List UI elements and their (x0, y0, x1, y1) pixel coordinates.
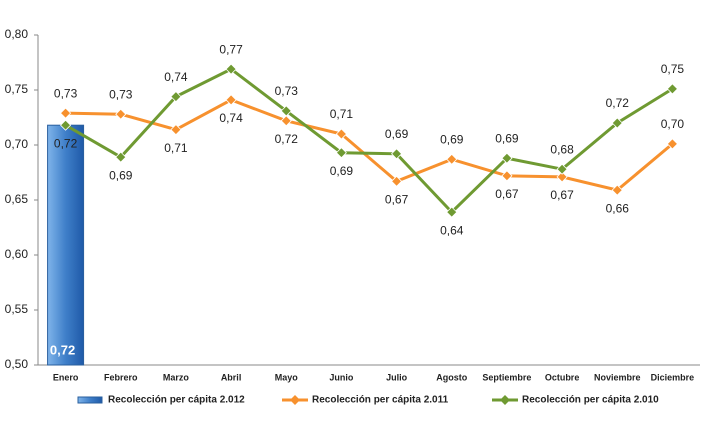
marker (225, 63, 237, 75)
marker (335, 128, 347, 140)
marker (556, 163, 568, 175)
x-tick-label: Mayo (275, 372, 299, 382)
data-label: 0,67 (495, 187, 519, 201)
legend-swatch (290, 395, 300, 405)
marker (666, 138, 678, 150)
marker (60, 119, 72, 131)
marker (666, 83, 678, 95)
data-label: 0,72 (606, 96, 630, 110)
data-label: 0,73 (109, 87, 133, 101)
data-label: 0,71 (330, 107, 354, 121)
y-tick-label: 0,55 (5, 302, 29, 316)
x-tick-label: Enero (53, 372, 79, 382)
data-label: 0,71 (164, 141, 188, 155)
data-label: 0,69 (495, 131, 519, 145)
marker (115, 108, 127, 120)
line (64, 67, 674, 215)
marker (391, 148, 403, 160)
x-tick-label: Noviembre (594, 372, 641, 382)
x-tick-label: Agosto (436, 372, 467, 382)
x-tick-label: Abril (221, 372, 242, 382)
x-tick-label: Marzo (163, 372, 190, 382)
marker (501, 170, 513, 182)
line (65, 98, 674, 192)
marker (446, 206, 458, 218)
marker (335, 147, 347, 159)
data-label: 0,73 (54, 86, 78, 100)
data-label: 0,67 (550, 188, 574, 202)
data-label: 0,74 (164, 70, 188, 84)
legend-swatch (500, 395, 510, 405)
marker (115, 151, 127, 163)
y-tick-label: 0,70 (5, 137, 29, 151)
data-label: 0,67 (385, 192, 409, 206)
y-tick-label: 0,75 (5, 82, 29, 96)
marker (225, 94, 237, 106)
legend-label: Recolección per cápita 2.012 (108, 395, 245, 406)
bar (47, 124, 85, 366)
data-label: 0,70 (661, 117, 685, 131)
marker (60, 107, 72, 119)
data-label: 0,69 (109, 168, 133, 182)
x-tick-label: Julio (386, 372, 408, 382)
legend-label: Recolección per cápita 2.011 (312, 395, 449, 406)
marker (280, 105, 292, 117)
x-tick-label: Octubre (545, 372, 580, 382)
y-tick-label: 0,80 (5, 27, 29, 41)
x-tick-label: Diciembre (651, 372, 695, 382)
marker (170, 91, 182, 103)
y-tick-label: 0,65 (5, 192, 29, 206)
data-label: 0,75 (661, 62, 685, 76)
data-label: 0,77 (219, 42, 243, 56)
x-tick-label: Febrero (104, 372, 138, 382)
marker (611, 117, 623, 129)
data-label: 0,74 (219, 111, 243, 125)
x-tick-label: Septiembre (482, 372, 531, 382)
data-label: 0,72 (275, 132, 299, 146)
data-label: 0,68 (550, 142, 574, 156)
marker (556, 171, 568, 183)
data-label: 0,72 (54, 136, 78, 150)
marker (446, 153, 458, 165)
legend-swatch (77, 396, 103, 404)
data-label: 0,72 (50, 342, 75, 357)
legend-label: Recolección per cápita 2.010 (522, 395, 659, 406)
data-label: 0,69 (330, 164, 354, 178)
marker (611, 184, 623, 196)
marker (170, 124, 182, 136)
marker (501, 152, 513, 164)
data-label: 0,64 (440, 223, 464, 237)
y-tick-label: 0,50 (5, 357, 29, 371)
data-label: 0,69 (385, 127, 409, 141)
data-label: 0,66 (606, 201, 630, 215)
data-label: 0,73 (275, 84, 299, 98)
x-tick-label: Junio (329, 372, 354, 382)
marker (280, 115, 292, 127)
marker (391, 175, 403, 187)
y-tick-label: 0,60 (5, 247, 29, 261)
data-label: 0,69 (440, 132, 464, 146)
